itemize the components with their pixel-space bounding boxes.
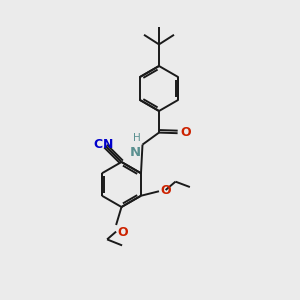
Text: O: O (117, 226, 128, 239)
Text: H: H (133, 134, 141, 143)
Text: N: N (130, 146, 141, 159)
Text: O: O (181, 126, 191, 139)
Text: C: C (94, 138, 103, 151)
Text: N: N (103, 138, 113, 151)
Text: O: O (160, 184, 171, 197)
